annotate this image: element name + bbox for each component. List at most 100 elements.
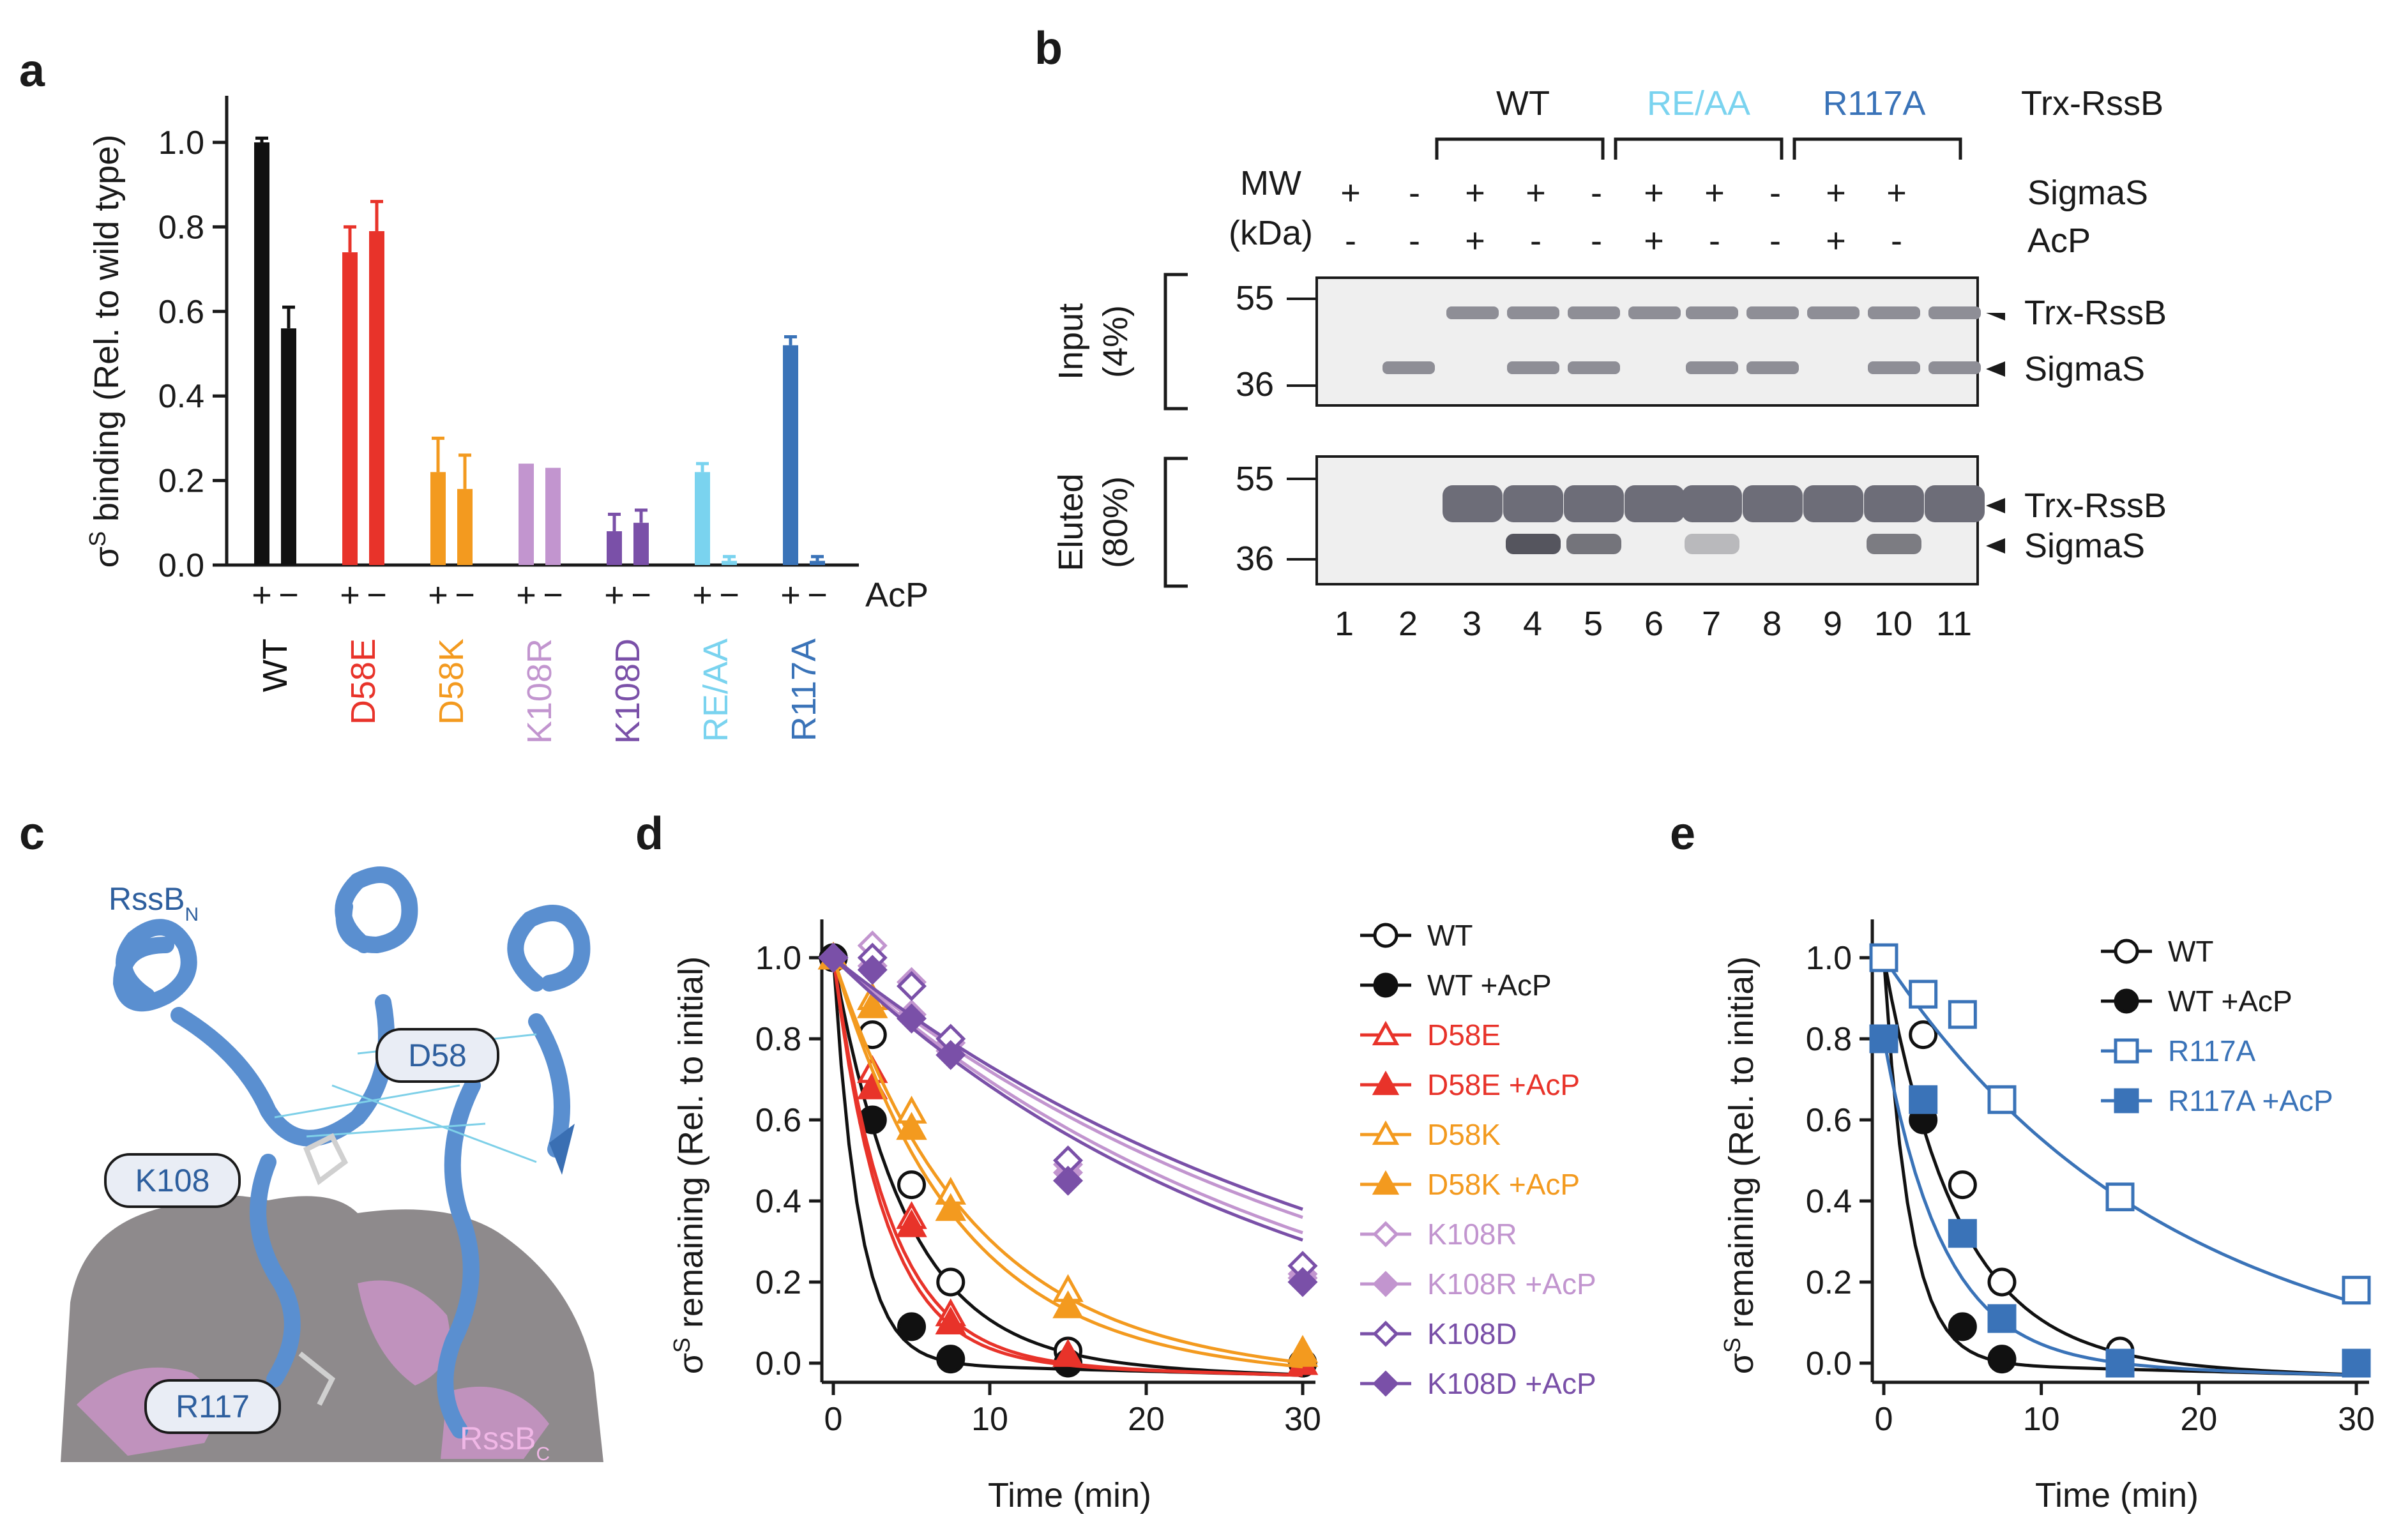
category-label-d58k: D58K	[432, 638, 471, 725]
bar-k108r-plus	[519, 464, 534, 565]
y-tick-label: 0.6	[1806, 1102, 1852, 1139]
bar-r117a-plus	[783, 345, 798, 565]
eluted-band-trx	[1803, 485, 1863, 522]
lane-number: 7	[1702, 605, 1721, 643]
legend-marker-r117a-acp	[2114, 1088, 2139, 1113]
legend-entry-k108r: K108R	[1427, 1218, 1517, 1251]
point-k108d	[896, 970, 927, 1001]
input-arrow-trx	[1986, 305, 2005, 321]
input-gel-bands	[1383, 306, 1981, 374]
bar-re-aa-minus	[722, 561, 737, 565]
fit-curve-k108d-acp	[832, 956, 1303, 1242]
input-band-trx	[1868, 306, 1920, 319]
input-band-trx	[1746, 306, 1799, 319]
bar-re-aa-plus	[695, 472, 710, 565]
bar-r117a-minus	[810, 561, 825, 565]
input-band-trx	[1928, 306, 1981, 319]
acp-sign: +	[692, 576, 713, 614]
acp-sign: +	[340, 576, 360, 614]
acp-sign: -	[1530, 222, 1542, 260]
acp-sign: −	[367, 576, 387, 614]
acp-sign: +	[516, 576, 536, 614]
acp-sign: −	[719, 576, 739, 614]
sigmas-sign: +	[1465, 174, 1485, 212]
panel-label-e: e	[1670, 808, 1695, 859]
panel-e: e σS remaining (Rel. to initial) Time (m…	[1670, 808, 2375, 1514]
eluted-band-trx	[1503, 485, 1563, 522]
panel-d-axes: 0.0 0.2 0.4 0.6 0.8 1.0 0 10 20 30	[755, 919, 1321, 1438]
sigmas-sign: +	[1704, 174, 1725, 212]
panel-a-y-tick-label: 0.0	[158, 547, 204, 584]
x-tick-label: 10	[2023, 1401, 2060, 1438]
point-d58k-acp	[1287, 1339, 1319, 1367]
panel-a-y-tick-label: 1.0	[158, 125, 204, 162]
point-k108d-acp	[1052, 1165, 1084, 1196]
acp-sign: -	[1409, 222, 1420, 260]
sigmas-row-label: SigmaS	[2027, 174, 2148, 212]
input-arrow-sigmas	[1986, 361, 2005, 377]
panel-label-c: c	[19, 808, 45, 859]
panel-a-y-label: σS binding (Rel. to wild type)	[84, 135, 126, 568]
point-wt-acp	[936, 1345, 966, 1374]
panel-b: b WT RE/AA R117A Trx-RssB MW (kDa) + - + + -…	[1034, 23, 2167, 643]
legend-marker-d58e-acp	[1372, 1070, 1400, 1096]
acp-sign: −	[455, 576, 475, 614]
eluted-mw-55: 55	[1236, 460, 1274, 498]
point-k108d-acp	[857, 955, 888, 985]
y-tick-label: 0.4	[1806, 1183, 1852, 1220]
sigmas-sign: +	[1526, 174, 1546, 212]
legend-entry-wt: WT	[2168, 935, 2214, 968]
panel-e-plot	[1869, 943, 2371, 1378]
eluted-arrow-sigmas	[1986, 538, 2005, 554]
lane-number: 10	[1874, 605, 1913, 643]
category-label-k108d: K108D	[609, 638, 647, 744]
y-tick-label: 0.2	[1806, 1264, 1852, 1301]
group-label-r117a: R117A	[1822, 84, 1925, 123]
input-band-sigmas	[1746, 361, 1799, 374]
category-label-k108r: K108R	[520, 638, 559, 744]
d58-callout	[375, 1028, 499, 1083]
point-r117a	[1869, 943, 1898, 972]
acp-sign: +	[428, 576, 448, 614]
point-wt	[1948, 1170, 1977, 1200]
acp-sign: +	[780, 576, 801, 614]
bar-k108d-plus	[607, 531, 622, 565]
lane-number: 9	[1823, 605, 1842, 643]
y-tick-label: 0.6	[755, 1102, 801, 1139]
input-band-sigmas	[1868, 361, 1920, 374]
bar-wt-minus	[281, 328, 296, 565]
x-tick-label: 10	[971, 1401, 1008, 1438]
legend-entry-r117a-acp: R117A +AcP	[2168, 1084, 2333, 1117]
eluted-band-trx	[1925, 485, 1985, 522]
panel-d-legend: WT WT +AcP D58E D58E +AcP D58K D58K +AcP K108R…	[1360, 919, 1596, 1400]
lane-number: 2	[1398, 605, 1418, 643]
group-brackets	[1435, 137, 1962, 160]
panel-d: d σS remaining (Rel. to initial) Time (m…	[635, 808, 1596, 1514]
point-wt-acp	[897, 1312, 926, 1341]
panel-a-y-tick-label: 0.8	[158, 209, 204, 246]
acp-sign: +	[252, 576, 272, 614]
lane-number: 8	[1762, 605, 1782, 643]
point-d58e-acp	[896, 1209, 927, 1237]
eluted-gel-bands	[1443, 485, 1985, 554]
y-tick-label: 0.4	[755, 1183, 801, 1220]
point-r117a-acp	[1987, 1304, 2017, 1333]
legend-marker-k108r	[1372, 1221, 1399, 1248]
legend-marker-d58k	[1372, 1120, 1400, 1145]
legend-marker-k108d-acp	[1372, 1370, 1399, 1397]
panel-label-d: d	[635, 808, 663, 859]
y-tick-label: 0.2	[755, 1264, 801, 1301]
eluted-band-trx	[1682, 485, 1742, 522]
acp-sign: −	[807, 576, 828, 614]
acp-sign: -	[1709, 222, 1720, 260]
eluted-band-sigmas	[1867, 534, 1921, 554]
eluted-band-trx	[1625, 485, 1685, 522]
point-r117a	[1909, 979, 1938, 1009]
eluted-band-sigmas	[1566, 534, 1621, 554]
y-tick-label: 1.0	[1806, 940, 1852, 977]
legend-marker-r117a	[2114, 1038, 2139, 1064]
input-band-trx	[1568, 306, 1620, 319]
input-band-sigmas	[1686, 361, 1738, 374]
point-r117a	[2105, 1182, 2135, 1212]
acp-sign: +	[1465, 222, 1485, 260]
